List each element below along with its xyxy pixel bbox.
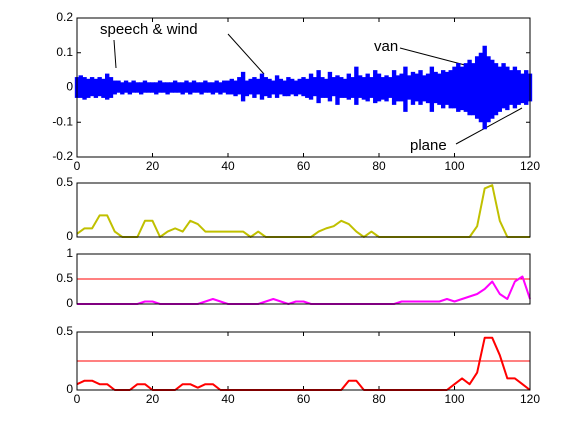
x-tick-label: 100	[444, 392, 464, 406]
y-tick-label: 0.1	[56, 45, 73, 59]
x-tick-label: 20	[146, 159, 160, 173]
y-tick-label: 0	[66, 382, 73, 396]
y-tick-label: 1	[66, 246, 73, 260]
x-tick-label: 20	[146, 392, 160, 406]
x-tick-label: 0	[74, 159, 81, 173]
y-tick-label: 0	[66, 80, 73, 94]
annotation: van	[374, 38, 398, 55]
y-tick-label: -0.2	[52, 149, 73, 163]
x-tick-label: 60	[297, 392, 311, 406]
x-tick-label: 0	[74, 392, 81, 406]
x-tick-label: 60	[297, 159, 311, 173]
x-tick-label: 80	[372, 392, 386, 406]
x-tick-label: 100	[444, 159, 464, 173]
axes-frame	[76, 253, 531, 305]
axes-frame	[76, 331, 531, 391]
arrow	[227, 33, 265, 75]
axes-frame	[76, 182, 531, 238]
y-tick-label: 0.5	[56, 175, 73, 189]
x-tick-label: 40	[221, 159, 235, 173]
data-line	[76, 184, 530, 238]
x-tick-label: 40	[221, 392, 235, 406]
x-tick-label: 120	[520, 392, 540, 406]
y-tick-label: 0	[66, 229, 73, 243]
x-tick-label: 80	[372, 159, 386, 173]
arrow	[113, 39, 117, 69]
x-tick-label: 120	[520, 159, 540, 173]
y-tick-label: 0.5	[56, 324, 73, 338]
annotation-arrows	[113, 33, 523, 145]
arrow	[455, 107, 523, 145]
y-tick-label: 0.5	[56, 271, 73, 285]
y-tick-label: 0	[66, 296, 73, 310]
data-line	[77, 275, 531, 305]
data-line	[76, 336, 531, 391]
y-tick-label: -0.1	[52, 114, 73, 128]
annotation: plane	[410, 137, 447, 154]
axes-frame	[76, 17, 531, 158]
annotation: speech & wind	[100, 21, 198, 38]
y-tick-label: 0.2	[56, 10, 73, 24]
